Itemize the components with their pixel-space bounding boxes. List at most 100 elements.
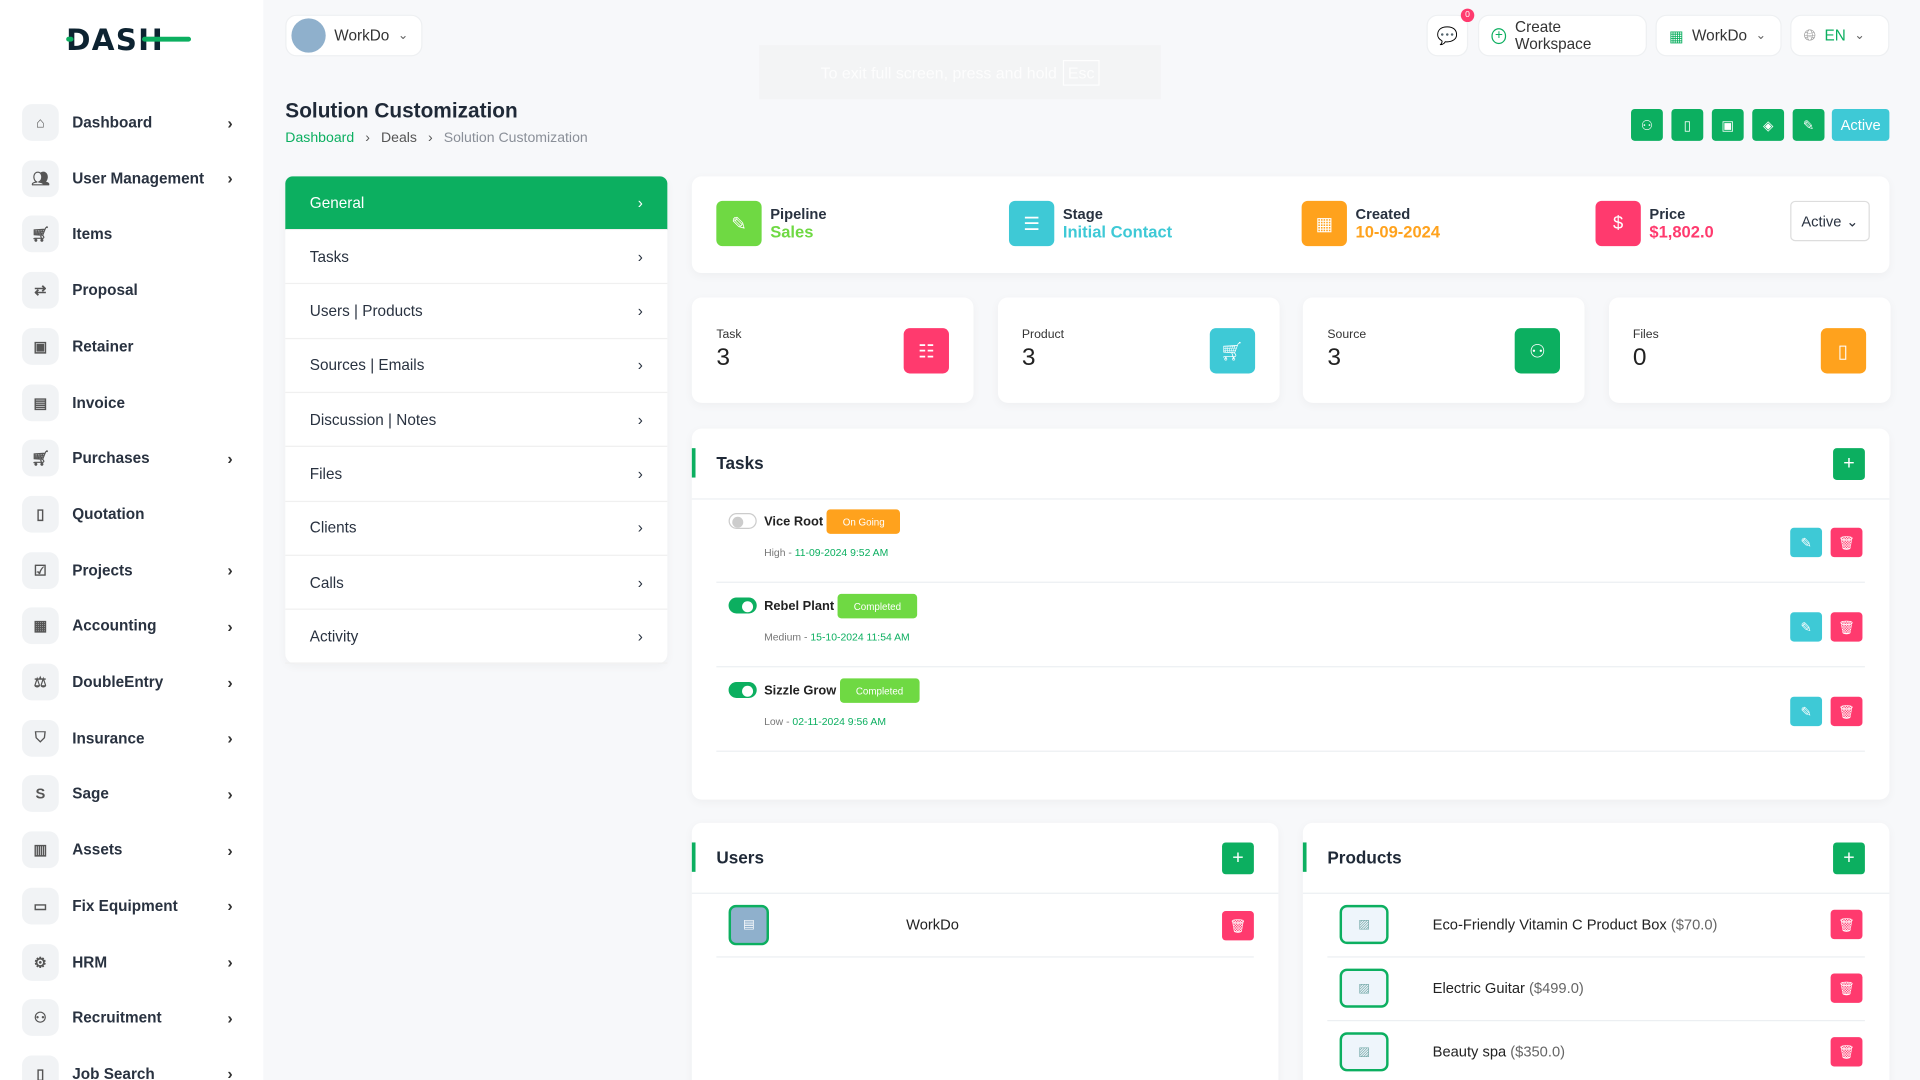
pencil-icon: ✎ xyxy=(1800,704,1812,720)
edit-button[interactable]: ✎ xyxy=(1792,108,1825,141)
sidebar-item-items[interactable]: 🛒︎ Items xyxy=(22,215,233,254)
sidebar-item-sage[interactable]: S Sage › xyxy=(22,774,233,813)
stat-card-source: Source 3 ⚇ xyxy=(1302,297,1585,403)
sidebar-item-recruitment[interactable]: ⚇ Recruitment › xyxy=(22,998,233,1037)
sidebar-item-label: Job Search xyxy=(72,1065,155,1080)
menu-item-general[interactable]: General › xyxy=(285,176,668,231)
sidebar-item-label: Assets xyxy=(72,841,123,859)
task-row: Rebel Plant Completed Medium - 15-10-202… xyxy=(716,584,1865,668)
sidebar-item-label: Purchases xyxy=(72,449,150,467)
sidebar-item-accounting[interactable]: ▦ Accounting › xyxy=(22,606,233,645)
menu-item-tasks[interactable]: Tasks › xyxy=(285,231,668,285)
sidebar-item-quotation[interactable]: ▯ Quotation xyxy=(22,495,233,534)
sidebar-item-label: Projects xyxy=(72,561,133,579)
chevron-right-icon: › xyxy=(227,1064,233,1080)
workspace-name: WorkDo xyxy=(334,26,390,45)
edit-task-button[interactable]: ✎ xyxy=(1790,612,1823,642)
user-avatar: ▤ xyxy=(728,904,769,946)
sidebar-item-label: Insurance xyxy=(72,729,145,747)
edit-task-button[interactable]: ✎ xyxy=(1790,527,1823,558)
task-toggle[interactable] xyxy=(728,597,757,614)
file-button[interactable]: ▯ xyxy=(1671,108,1704,141)
products-title: Products xyxy=(1327,847,1402,867)
language-dropdown[interactable]: 🌐︎ EN ⌄ xyxy=(1790,14,1890,57)
task-header: Vice Root On Going xyxy=(764,509,901,534)
chevron-right-icon: › xyxy=(227,672,233,692)
breadcrumb-deals[interactable]: Deals xyxy=(380,131,417,146)
delete-user-button[interactable]: 🗑︎ xyxy=(1222,911,1254,941)
add-task-button[interactable]: + xyxy=(1833,448,1865,481)
messages-button[interactable]: 💬 0 xyxy=(1426,8,1475,57)
add-user-button[interactable]: + xyxy=(1222,842,1254,875)
sidebar-item-label: Sage xyxy=(72,785,109,803)
task-row: Vice Root On Going High - 11-09-2024 9:5… xyxy=(716,500,1865,583)
pipeline-button[interactable]: ⚇ xyxy=(1631,108,1663,141)
sidebar-item-retainer[interactable]: ▣ Retainer xyxy=(22,327,233,366)
menu-item-discussion-notes[interactable]: Discussion | Notes › xyxy=(285,393,668,448)
sidebar-item-label: Dashboard xyxy=(72,113,153,132)
sidebar-item-doubleentry[interactable]: ⚖ DoubleEntry › xyxy=(22,662,233,701)
product-price: ($70.0) xyxy=(1670,915,1718,934)
image-icon: ▨ xyxy=(1339,968,1389,1008)
sidebar-item-fix-equipment[interactable]: ▭ Fix Equipment › xyxy=(22,886,233,925)
apps-icon: ▦ xyxy=(1668,27,1684,45)
sidebar-item-user-management[interactable]: 👥︎ User Management › xyxy=(22,159,233,198)
menu-item-label: Activity xyxy=(309,628,359,646)
stat-card-task: Task 3 ☷ xyxy=(691,297,974,403)
sidebar-item-job-search[interactable]: ▯ Job Search › xyxy=(22,1054,233,1080)
menu-item-calls[interactable]: Calls › xyxy=(285,556,668,610)
sidebar-item-label: Fix Equipment xyxy=(72,897,178,915)
video-call-button[interactable]: ▣ xyxy=(1711,108,1744,141)
sidebar-item-assets[interactable]: ▥ Assets › xyxy=(22,830,233,869)
delete-task-button[interactable]: 🗑︎ xyxy=(1830,527,1863,558)
menu-item-clients[interactable]: Clients › xyxy=(285,502,668,556)
sidebar-item-proposal[interactable]: ⇄ Proposal xyxy=(22,271,233,310)
edit-task-button[interactable]: ✎ xyxy=(1790,696,1823,727)
chevron-down-icon: ⌄ xyxy=(1755,28,1766,43)
menu-item-users-products[interactable]: Users | Products › xyxy=(285,285,668,339)
users-card: Users + ▤ WorkDo 🗑︎ xyxy=(691,822,1279,1080)
task-toggle[interactable] xyxy=(728,513,757,529)
delete-task-button[interactable]: 🗑︎ xyxy=(1830,612,1863,642)
status-button[interactable]: Active xyxy=(1831,108,1890,141)
create-workspace-button[interactable]: + Create Workspace xyxy=(1477,14,1647,57)
delete-task-button[interactable]: 🗑︎ xyxy=(1830,696,1863,727)
menu-item-activity[interactable]: Activity › xyxy=(285,610,668,665)
task-toggle[interactable] xyxy=(728,682,757,698)
delete-product-button[interactable]: 🗑︎ xyxy=(1830,909,1863,940)
sidebar-item-label: User Management xyxy=(72,169,205,187)
pencil-icon: ✎ xyxy=(1800,620,1812,635)
task-header: Rebel Plant Completed xyxy=(764,593,917,619)
scale-icon: ⚖ xyxy=(22,663,59,701)
hrm-icon: ⚙ xyxy=(22,943,59,981)
sidebar-item-dashboard[interactable]: ⌂ Dashboard › xyxy=(22,103,233,142)
task-status-badge: Completed xyxy=(839,678,920,703)
status-select[interactable]: Active ⌄ xyxy=(1790,200,1870,242)
sidebar-item-projects[interactable]: ☑ Projects › xyxy=(22,551,233,590)
tag-button[interactable]: ◈ xyxy=(1752,108,1785,141)
product-name: Electric Guitar ($499.0) xyxy=(1433,980,1584,997)
projects-icon: ☑ xyxy=(22,551,59,589)
sidebar-item-insurance[interactable]: ⛉ Insurance › xyxy=(22,718,233,757)
user-name: WorkDo xyxy=(906,915,959,934)
workspace-dropdown[interactable]: WorkDo ⌄ xyxy=(285,14,423,57)
sidebar-item-purchases[interactable]: 🛒︎ Purchases › xyxy=(22,439,233,478)
menu-item-label: Users | Products xyxy=(309,302,423,320)
sidebar-item-invoice[interactable]: ▤ Invoice xyxy=(22,383,233,422)
sidebar-item-label: Proposal xyxy=(72,281,138,299)
delete-product-button[interactable]: 🗑︎ xyxy=(1830,973,1863,1003)
deal-menu: General › Tasks › Users | Products › Sources |… xyxy=(285,176,668,665)
menu-item-sources-emails[interactable]: Sources | Emails › xyxy=(285,339,668,393)
image-icon: ▨ xyxy=(1339,1032,1389,1072)
workspace-switcher[interactable]: ▦ WorkDo ⌄ xyxy=(1655,14,1782,57)
menu-item-files[interactable]: Files › xyxy=(285,448,668,502)
delete-product-button[interactable]: 🗑︎ xyxy=(1830,1037,1863,1067)
chevron-right-icon: › xyxy=(427,131,433,146)
task-status-badge: Completed xyxy=(837,593,917,619)
stat-card-product: Product 3 🛒︎ xyxy=(997,297,1279,403)
created-value: 10-09-2024 xyxy=(1355,222,1441,242)
breadcrumb-dashboard[interactable]: Dashboard xyxy=(285,131,355,146)
add-product-button[interactable]: + xyxy=(1833,842,1865,875)
sidebar-item-hrm[interactable]: ⚙ HRM › xyxy=(22,942,233,981)
